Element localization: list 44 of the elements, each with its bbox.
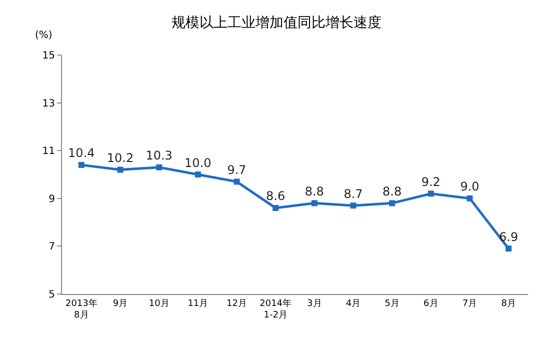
y-tick-label: 7 [48,242,55,253]
y-tick-label: 15 [42,50,55,62]
point [466,195,473,202]
point [272,204,279,211]
text: 8.8 [382,184,402,198]
text: 9.2 [421,174,440,189]
x-tick-label: 2014年 1-2月 [260,298,292,320]
x-tick-label: 8月 [501,298,516,309]
x-tick-label: 4月 [346,298,361,309]
text: 10.3 [146,148,172,163]
text: 6.9 [499,230,518,244]
point [506,246,512,252]
point [78,162,84,168]
x-tick-label: 10月 [148,298,170,309]
x-tick-label: 2013年 8月 [65,298,98,320]
x-tick-label: 12月 [226,298,247,309]
point [156,164,162,170]
text: 10.4 [68,146,95,160]
x-tick-label: 9月 [112,298,128,309]
y-tick-label: 5 [48,290,55,300]
x-tick-label: 5月 [384,298,400,309]
text: 10.2 [106,150,134,165]
x-tick-label: 7月 [462,298,478,309]
text: 8.8 [304,184,324,198]
point [194,172,201,178]
chart-title: 规模以上工业增加值同比增长速度 [172,14,382,31]
text: 10.0 [184,156,212,170]
y-tick-label: 13 [42,98,55,110]
text: 9.0 [460,180,480,194]
y-axis-title: (%) [35,30,52,41]
text: 9.7 [227,162,246,177]
y-tick-label: 9 [48,194,55,205]
text: 8.6 [266,189,286,204]
x-tick-label: 11月 [188,298,208,309]
point [117,166,124,173]
text: 8.7 [344,186,363,201]
point [311,200,318,206]
point [389,200,396,206]
x-tick-label: 6月 [424,298,438,309]
point [428,190,434,197]
point [350,202,356,209]
y-tick-label: 11 [42,146,55,158]
x-tick-label: 3月 [307,298,322,309]
point [234,178,240,185]
